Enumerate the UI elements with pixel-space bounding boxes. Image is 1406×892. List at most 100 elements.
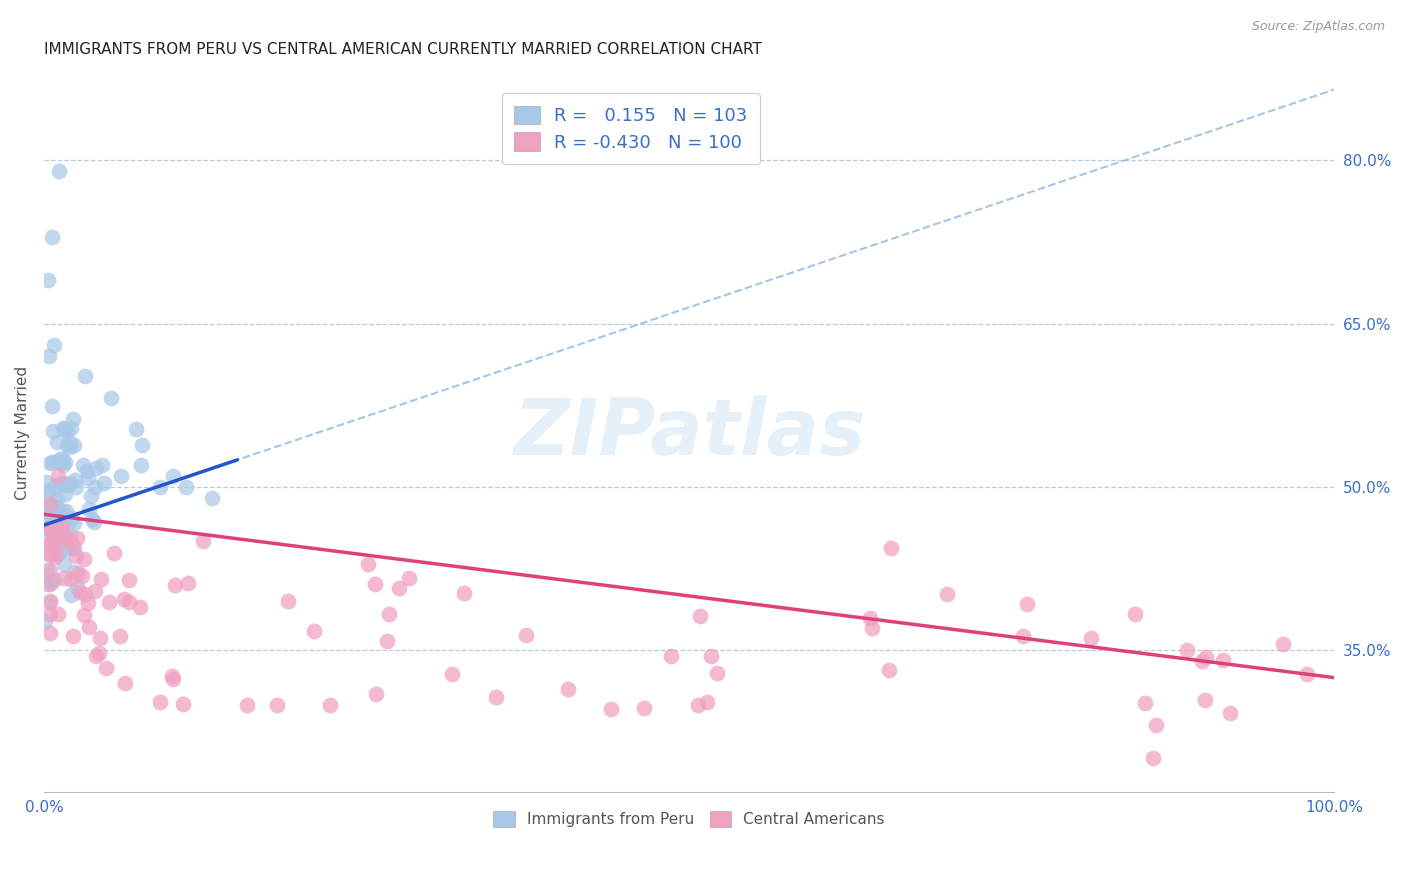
- Point: [48, 540, 70, 554]
- Point: [87, 646, 110, 660]
- Point: [388, 581, 411, 595]
- Point: [42, 510, 65, 524]
- Point: [39, 595, 62, 609]
- Point: [1135, 696, 1157, 710]
- Point: [35, 475, 58, 490]
- Point: [37, 521, 59, 535]
- Point: [39, 593, 62, 607]
- Point: [59, 436, 82, 450]
- Point: [53, 487, 76, 501]
- Point: [91, 458, 114, 473]
- Point: [66, 581, 89, 595]
- Point: [44, 526, 66, 541]
- Point: [1015, 597, 1038, 611]
- Point: [1012, 629, 1035, 643]
- Point: [39, 565, 62, 579]
- Point: [149, 480, 172, 494]
- Point: [42, 573, 65, 587]
- Point: [45, 435, 67, 450]
- Point: [48, 164, 70, 178]
- Point: [65, 549, 87, 563]
- Point: [39, 574, 62, 588]
- Point: [59, 420, 82, 434]
- Point: [55, 478, 77, 492]
- Point: [89, 631, 111, 645]
- Point: [60, 537, 83, 551]
- Point: [35, 577, 58, 591]
- Point: [51, 520, 73, 534]
- Point: [65, 480, 87, 494]
- Point: [131, 438, 153, 452]
- Point: [172, 697, 194, 711]
- Point: [53, 454, 76, 468]
- Point: [76, 464, 98, 478]
- Point: [441, 666, 464, 681]
- Point: [375, 633, 398, 648]
- Point: [39, 548, 62, 562]
- Point: [46, 468, 69, 483]
- Point: [52, 422, 75, 436]
- Point: [35, 563, 58, 577]
- Point: [84, 649, 107, 664]
- Point: [51, 476, 73, 491]
- Point: [45, 540, 67, 554]
- Point: [118, 595, 141, 609]
- Point: [149, 695, 172, 709]
- Point: [1080, 631, 1102, 645]
- Point: [1272, 637, 1295, 651]
- Point: [1191, 654, 1213, 668]
- Point: [877, 663, 900, 677]
- Point: [45, 516, 67, 531]
- Point: [63, 516, 86, 531]
- Point: [112, 592, 135, 607]
- Point: [39, 577, 62, 591]
- Point: [633, 701, 655, 715]
- Point: [48, 545, 70, 559]
- Point: [66, 531, 89, 545]
- Point: [174, 480, 197, 494]
- Point: [82, 512, 104, 526]
- Point: [51, 455, 73, 469]
- Point: [859, 611, 882, 625]
- Point: [49, 477, 72, 491]
- Point: [55, 477, 77, 491]
- Point: [364, 577, 387, 591]
- Point: [52, 571, 75, 585]
- Point: [129, 600, 152, 615]
- Point: [37, 546, 59, 560]
- Point: [49, 532, 72, 546]
- Point: [266, 698, 288, 712]
- Point: [52, 508, 75, 523]
- Point: [108, 629, 131, 643]
- Point: [696, 695, 718, 709]
- Point: [1195, 649, 1218, 664]
- Point: [485, 690, 508, 704]
- Point: [60, 541, 83, 556]
- Point: [34, 504, 56, 518]
- Point: [453, 586, 475, 600]
- Point: [62, 412, 84, 426]
- Point: [55, 504, 77, 518]
- Text: Source: ZipAtlas.com: Source: ZipAtlas.com: [1251, 20, 1385, 33]
- Point: [46, 533, 69, 548]
- Point: [103, 546, 125, 560]
- Point: [51, 451, 73, 466]
- Point: [52, 525, 75, 540]
- Point: [686, 698, 709, 713]
- Point: [515, 628, 537, 642]
- Point: [706, 666, 728, 681]
- Point: [59, 476, 82, 491]
- Point: [48, 542, 70, 557]
- Point: [77, 596, 100, 610]
- Point: [100, 391, 122, 405]
- Point: [52, 421, 75, 435]
- Point: [94, 661, 117, 675]
- Point: [39, 522, 62, 536]
- Point: [364, 687, 387, 701]
- Point: [35, 515, 58, 529]
- Point: [39, 536, 62, 550]
- Point: [46, 607, 69, 621]
- Point: [60, 511, 83, 525]
- Point: [98, 594, 121, 608]
- Point: [37, 484, 59, 499]
